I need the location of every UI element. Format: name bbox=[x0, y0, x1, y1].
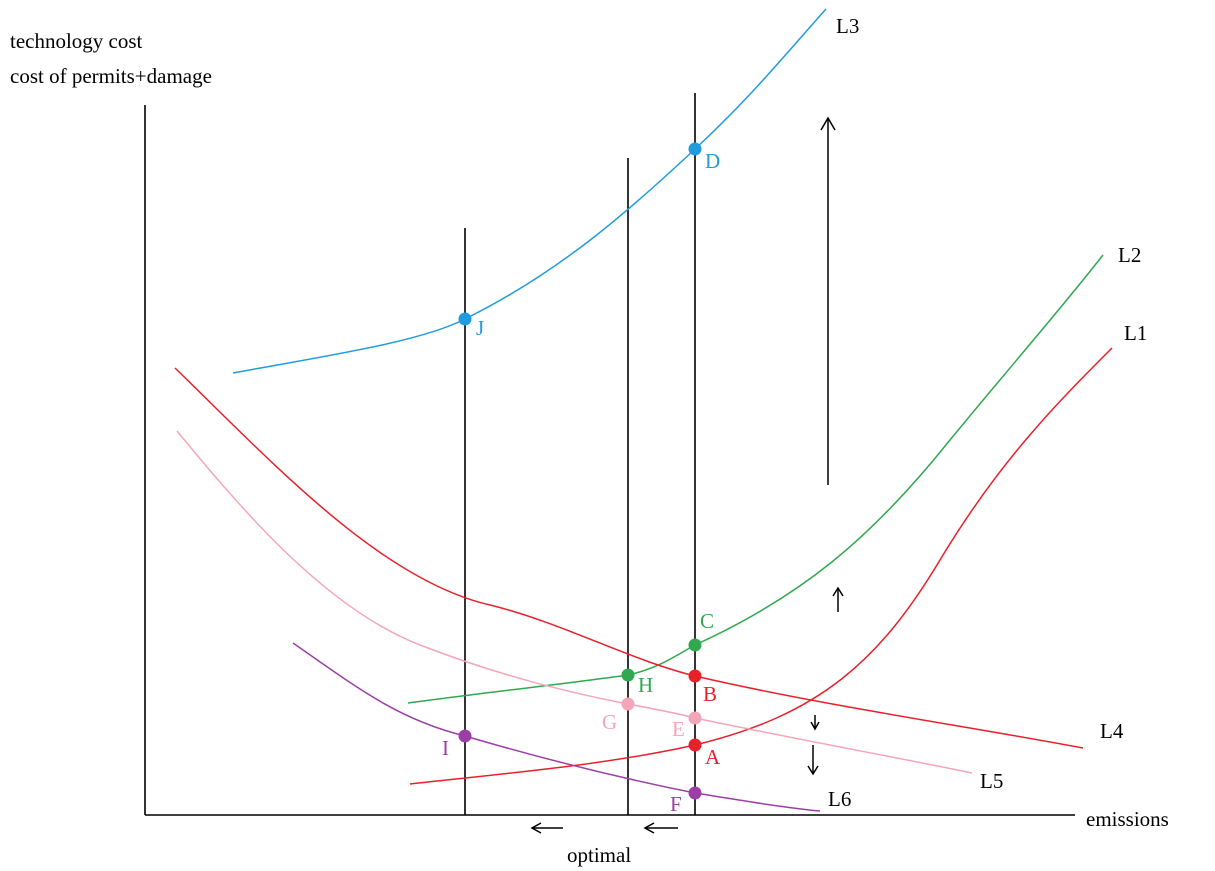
point-G bbox=[621, 697, 635, 711]
curve-label-L5: L5 bbox=[980, 769, 1003, 793]
point-D bbox=[688, 142, 702, 156]
curve-label-L1: L1 bbox=[1124, 321, 1147, 345]
arrow-long-up bbox=[820, 116, 836, 485]
point-label-C: C bbox=[700, 609, 714, 633]
arrow-left-1 bbox=[530, 822, 563, 834]
curve-L4 bbox=[174, 367, 1084, 749]
point-C bbox=[688, 638, 702, 652]
y-axis-label-technology-cost: technology cost bbox=[10, 29, 143, 53]
point-label-E: E bbox=[672, 717, 685, 741]
point-label-G: G bbox=[602, 710, 617, 734]
arrow-left-2 bbox=[643, 822, 678, 834]
point-I bbox=[458, 729, 472, 743]
point-label-H: H bbox=[638, 673, 653, 697]
point-label-A: A bbox=[705, 745, 721, 769]
arrow-short-down bbox=[810, 715, 820, 731]
point-label-D: D bbox=[705, 149, 720, 173]
curve-label-L6: L6 bbox=[828, 787, 851, 811]
y-axis-label-permits-damage: cost of permits+damage bbox=[10, 64, 212, 88]
curve-L5 bbox=[176, 430, 973, 774]
arrow-medium-down bbox=[807, 745, 819, 776]
point-J bbox=[458, 312, 472, 326]
point-E bbox=[688, 711, 702, 725]
curve-L2 bbox=[407, 254, 1104, 704]
curve-label-L4: L4 bbox=[1100, 719, 1124, 743]
x-axis-label: emissions bbox=[1086, 807, 1169, 831]
curve-L6 bbox=[292, 642, 821, 812]
arrow-short-up bbox=[832, 586, 844, 612]
point-label-B: B bbox=[703, 682, 717, 706]
curve-L3 bbox=[232, 8, 827, 374]
curve-label-L3: L3 bbox=[836, 14, 859, 38]
curve-label-L2: L2 bbox=[1118, 243, 1141, 267]
point-label-I: I bbox=[442, 736, 449, 760]
point-label-J: J bbox=[476, 316, 484, 340]
point-F bbox=[688, 786, 702, 800]
point-H bbox=[621, 668, 635, 682]
point-A bbox=[688, 738, 702, 752]
optimal-label: optimal bbox=[567, 843, 631, 867]
curve-L1 bbox=[409, 347, 1113, 785]
point-label-F: F bbox=[670, 792, 682, 816]
point-B bbox=[688, 669, 702, 683]
